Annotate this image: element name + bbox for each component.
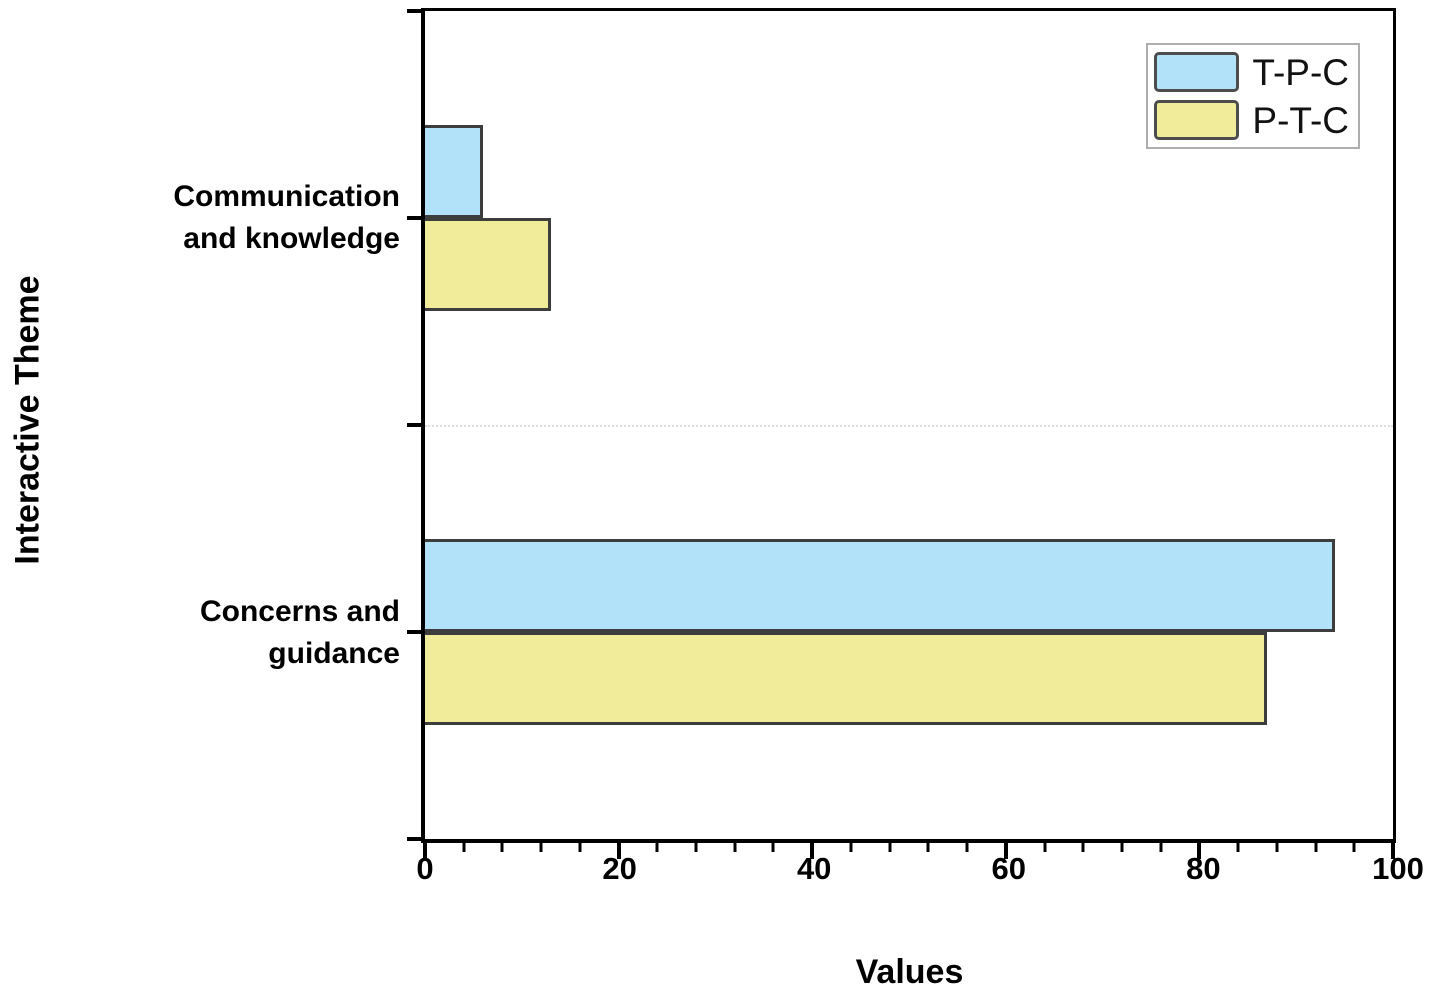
legend-label-ptc: P-T-C: [1252, 99, 1349, 141]
x-tick-label: 80: [1186, 851, 1221, 886]
legend-label-tpc: T-P-C: [1252, 51, 1349, 93]
x-minor-tick: [1120, 843, 1124, 852]
y-axis-title: Interactive Theme: [8, 275, 47, 565]
x-minor-tick: [539, 843, 543, 852]
x-minor-tick: [965, 843, 969, 852]
x-minor-tick: [500, 843, 504, 852]
category-label-line: Concerns and: [199, 595, 400, 628]
x-tick-label: 60: [991, 851, 1027, 886]
y-boundary-tick-middle: [407, 423, 421, 427]
bar-tpc-communication-and-knowledge: [425, 125, 484, 218]
legend: T-P-C P-T-C: [1146, 43, 1360, 149]
legend-swatch-tpc: [1154, 52, 1240, 92]
y-tick-communication: [407, 216, 421, 220]
plot-area: T-P-C P-T-C: [407, 8, 1396, 859]
x-minor-tick: [771, 843, 775, 852]
x-major-tick: [1391, 843, 1395, 859]
category-label-line: guidance: [268, 637, 400, 670]
x-minor-tick: [655, 843, 659, 852]
x-minor-tick: [1159, 843, 1163, 852]
x-axis-title: Values: [855, 953, 964, 991]
x-minor-tick: [1314, 843, 1318, 852]
bar-ptc-concerns-and-guidance: [425, 632, 1268, 725]
x-major-tick: [810, 843, 815, 859]
x-minor-tick: [1275, 843, 1279, 852]
x-tick-label: 20: [602, 851, 637, 886]
x-tick-labels: 0 20 40 60 80 100: [416, 851, 1423, 889]
x-major-tick: [1003, 843, 1008, 859]
x-tick-label: 40: [796, 851, 832, 886]
category-label-communication-and-knowledge: Communication and knowledge: [173, 176, 400, 260]
x-major-tick: [616, 843, 621, 859]
x-minor-tick: [1236, 843, 1240, 852]
x-minor-tick: [888, 843, 892, 852]
x-tick-label: 100: [1372, 851, 1424, 886]
x-minor-tick: [694, 843, 698, 852]
category-label-concerns-and-guidance: Concerns and guidance: [200, 591, 400, 675]
y-boundary-tick-bottom: [407, 837, 421, 841]
category-label-line: Communication: [173, 180, 400, 213]
x-major-tick: [423, 843, 427, 859]
legend-row-tpc: T-P-C: [1154, 52, 1349, 92]
bar-tpc-concerns-and-guidance: [425, 539, 1335, 632]
category-divider-line: [425, 425, 1393, 427]
x-minor-tick: [578, 843, 582, 852]
x-minor-tick: [926, 843, 930, 852]
y-boundary-tick-top: [407, 9, 421, 13]
x-minor-tick: [1081, 843, 1085, 852]
y-tick-concerns: [407, 630, 421, 634]
bar-ptc-communication-and-knowledge: [425, 218, 551, 311]
x-minor-tick: [462, 843, 466, 852]
x-minor-tick: [733, 843, 737, 852]
legend-row-ptc: P-T-C: [1154, 100, 1349, 140]
category-label-line: and knowledge: [183, 222, 400, 255]
x-minor-tick: [1352, 843, 1356, 852]
x-minor-tick: [1043, 843, 1047, 852]
legend-swatch-ptc: [1154, 100, 1240, 140]
x-major-tick: [1197, 843, 1202, 859]
x-tick-label: 0: [416, 851, 434, 886]
x-minor-tick: [849, 843, 853, 852]
